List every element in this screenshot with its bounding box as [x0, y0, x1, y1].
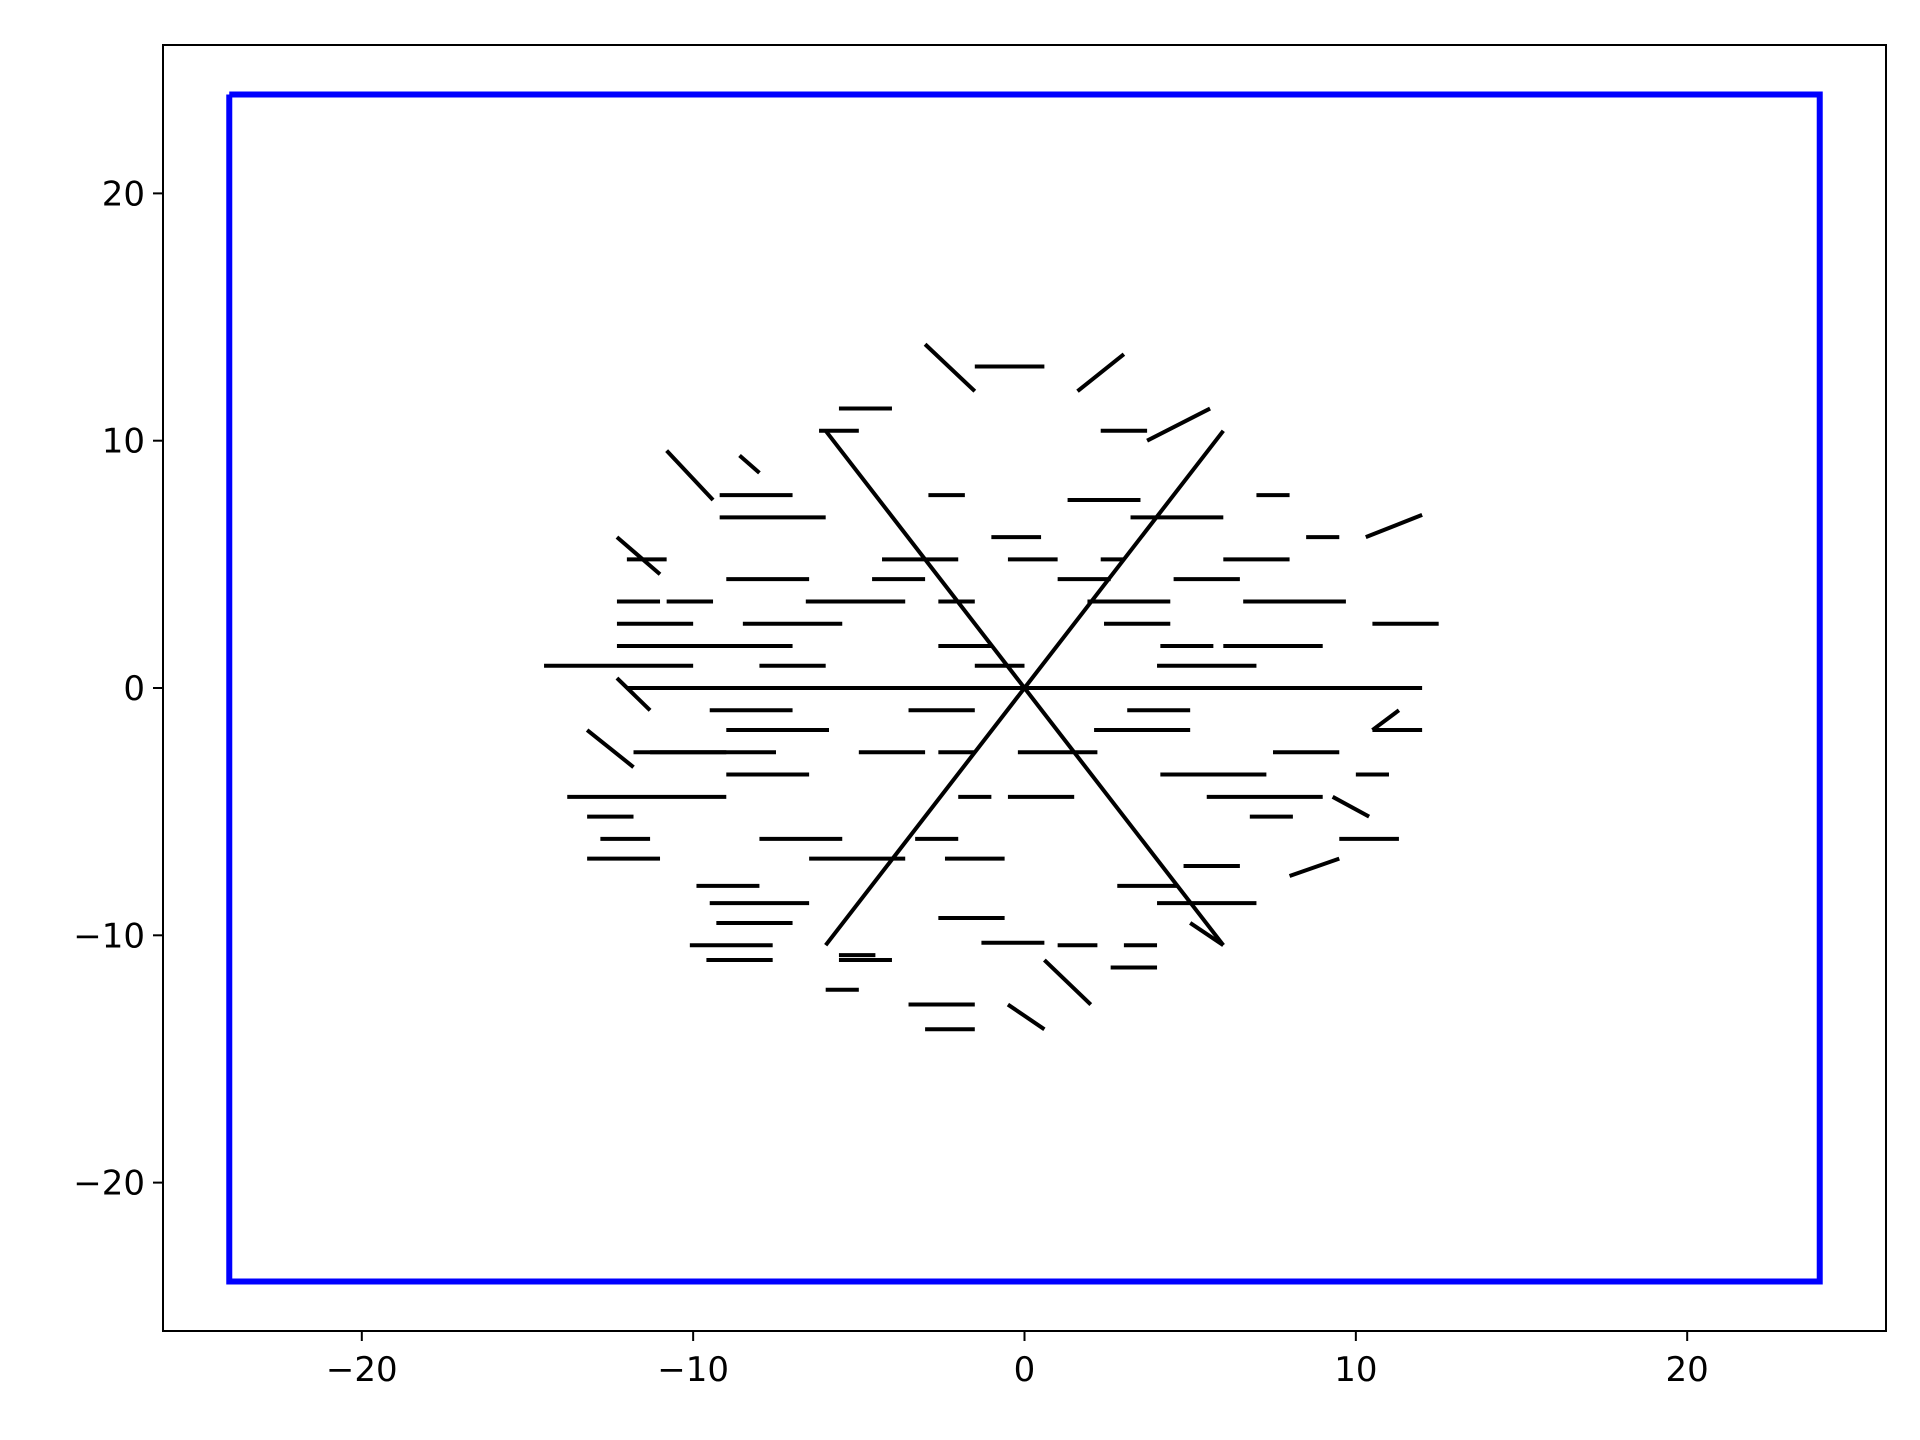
axis-ticks: −20 −10 0 10 20 20 10 0 −10 −20 [73, 174, 1709, 1390]
structure-segment [1365, 513, 1423, 540]
structure-segment [1076, 352, 1126, 393]
boundary-line [226, 91, 1823, 1285]
x-tick-label: 10 [1334, 1350, 1377, 1390]
x-tick-label: −10 [657, 1350, 729, 1390]
structure-segment [1006, 1002, 1046, 1031]
y-tick-label: 10 [102, 422, 145, 462]
structure-segment [1022, 686, 1225, 947]
structure-segment [738, 454, 761, 475]
y-tick-label: −10 [73, 916, 145, 956]
y-tick-label: −20 [73, 1164, 145, 1204]
structure-segment [665, 449, 715, 502]
y-tick-label: 0 [123, 669, 145, 709]
plot-area [226, 91, 1823, 1285]
x-tick-label: 20 [1666, 1350, 1709, 1390]
structure-segment [615, 676, 652, 712]
structure-segment [923, 342, 977, 393]
structure-segment [615, 535, 662, 576]
y-tick-label: 20 [102, 174, 145, 214]
structure-segment [1331, 795, 1371, 819]
structure-segment [1146, 406, 1211, 443]
structure-segment [824, 686, 1027, 947]
x-tick-label: 0 [1014, 1350, 1036, 1390]
structure-segment [1371, 708, 1401, 732]
structure-segment [1189, 921, 1225, 947]
structure-segment [1042, 958, 1093, 1006]
structure-segment [1288, 856, 1340, 878]
x-tick-label: −20 [326, 1350, 398, 1390]
structure-segment [585, 728, 635, 769]
